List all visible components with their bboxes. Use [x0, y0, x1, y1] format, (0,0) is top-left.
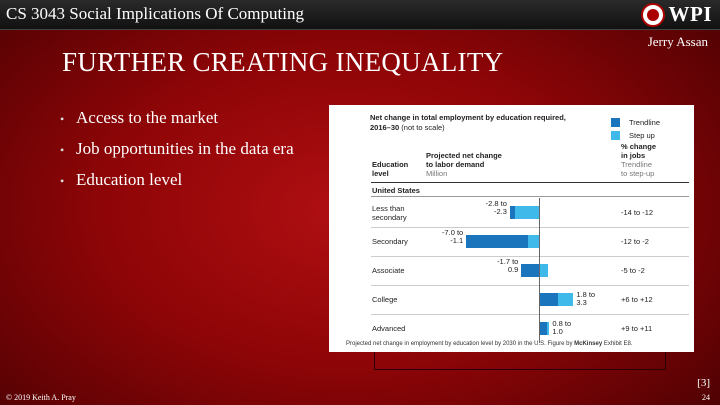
- legend-swatch: [611, 131, 620, 140]
- author-name: Jerry Assan: [647, 34, 708, 49]
- legend-swatch: [611, 118, 620, 127]
- bullet-dot-icon: •: [60, 112, 65, 126]
- bullet-item: • Job opportunities in the data era: [60, 139, 294, 158]
- header-rule: [371, 182, 689, 183]
- bar-trendline: [509, 206, 516, 219]
- row-pct-change: +6 to +12: [621, 294, 653, 304]
- wpi-seal-icon: [640, 2, 665, 27]
- bullet-dot-icon: •: [60, 143, 65, 157]
- legend-item-step-up: Step up: [611, 129, 660, 142]
- col-header-demand: Projected net change to labor demand Milli…: [426, 151, 502, 178]
- col-header-pct: % change in jobs Trendline to step-up: [621, 142, 657, 178]
- row-label-advanced: Advanced: [372, 323, 406, 333]
- figure-title: Net change in total employment by educat…: [370, 113, 566, 132]
- row-pct-change: -5 to -2: [621, 265, 645, 275]
- page-number: 24: [702, 393, 710, 402]
- row-pct-change: -12 to -2: [621, 236, 649, 246]
- chart-legend: Trendline Step up: [611, 116, 660, 142]
- row-divider: [371, 314, 689, 315]
- bar-trendline: [466, 235, 528, 248]
- row-label-secondary: Secondary: [372, 236, 408, 246]
- legend-item-trendline: Trendline: [611, 116, 660, 129]
- bullet-list: • Access to the market • Job opportunities…: [60, 108, 294, 201]
- row-divider: [371, 256, 689, 257]
- header-bar: CS 3043 Social Implications Of Computing…: [0, 0, 720, 30]
- col-header-education: Education level: [372, 160, 409, 178]
- row-divider: [371, 285, 689, 286]
- row-pct-change: -14 to -12: [621, 207, 654, 217]
- row-label-college: College: [372, 294, 398, 304]
- row-label-less-than-secondary: Less than secondary: [372, 203, 407, 222]
- zero-axis-line: [539, 198, 540, 343]
- bar-value-label: 0.8 to 1.0: [552, 318, 572, 336]
- bar-step-up: [547, 322, 550, 335]
- wpi-logo-text: WPI: [668, 2, 712, 26]
- region-label: United States: [372, 186, 420, 195]
- bar-trendline: [521, 264, 539, 277]
- bullet-item: • Education level: [60, 170, 183, 189]
- bar-step-up: [527, 235, 539, 248]
- row-divider: [371, 227, 689, 228]
- course-title: CS 3043 Social Implications Of Computing: [6, 4, 304, 23]
- bar-step-up: [557, 293, 574, 306]
- region-rule: [371, 196, 689, 197]
- bar-step-up: [515, 206, 539, 219]
- slide-title: FURTHER CREATING INEQUALITY: [62, 47, 504, 77]
- bullet-dot-icon: •: [60, 174, 65, 188]
- bar-step-up: [539, 264, 549, 277]
- bar-value-label: 1.8 to 3.3: [576, 289, 596, 307]
- bar-trendline: [539, 322, 548, 335]
- bar-value-label: -1.7 to 0.9: [497, 256, 519, 274]
- copyright: © 2019 Keith A. Pray: [6, 393, 76, 402]
- figure-caption: Projected net change in employment by ed…: [346, 341, 633, 347]
- bar-value-label: -7.0 to -1.1: [441, 227, 464, 245]
- bullet-item: • Access to the market: [60, 108, 219, 127]
- row-pct-change: +9 to +11: [621, 323, 653, 333]
- row-label-associate: Associate: [372, 265, 405, 275]
- bar-trendline: [539, 293, 558, 306]
- wpi-logo: WPI: [640, 2, 713, 27]
- bar-value-label: -2.8 to -2.3: [485, 198, 507, 216]
- mckinsey-figure: Net change in total employment by educat…: [329, 105, 694, 352]
- reference-marker: [3]: [697, 377, 710, 389]
